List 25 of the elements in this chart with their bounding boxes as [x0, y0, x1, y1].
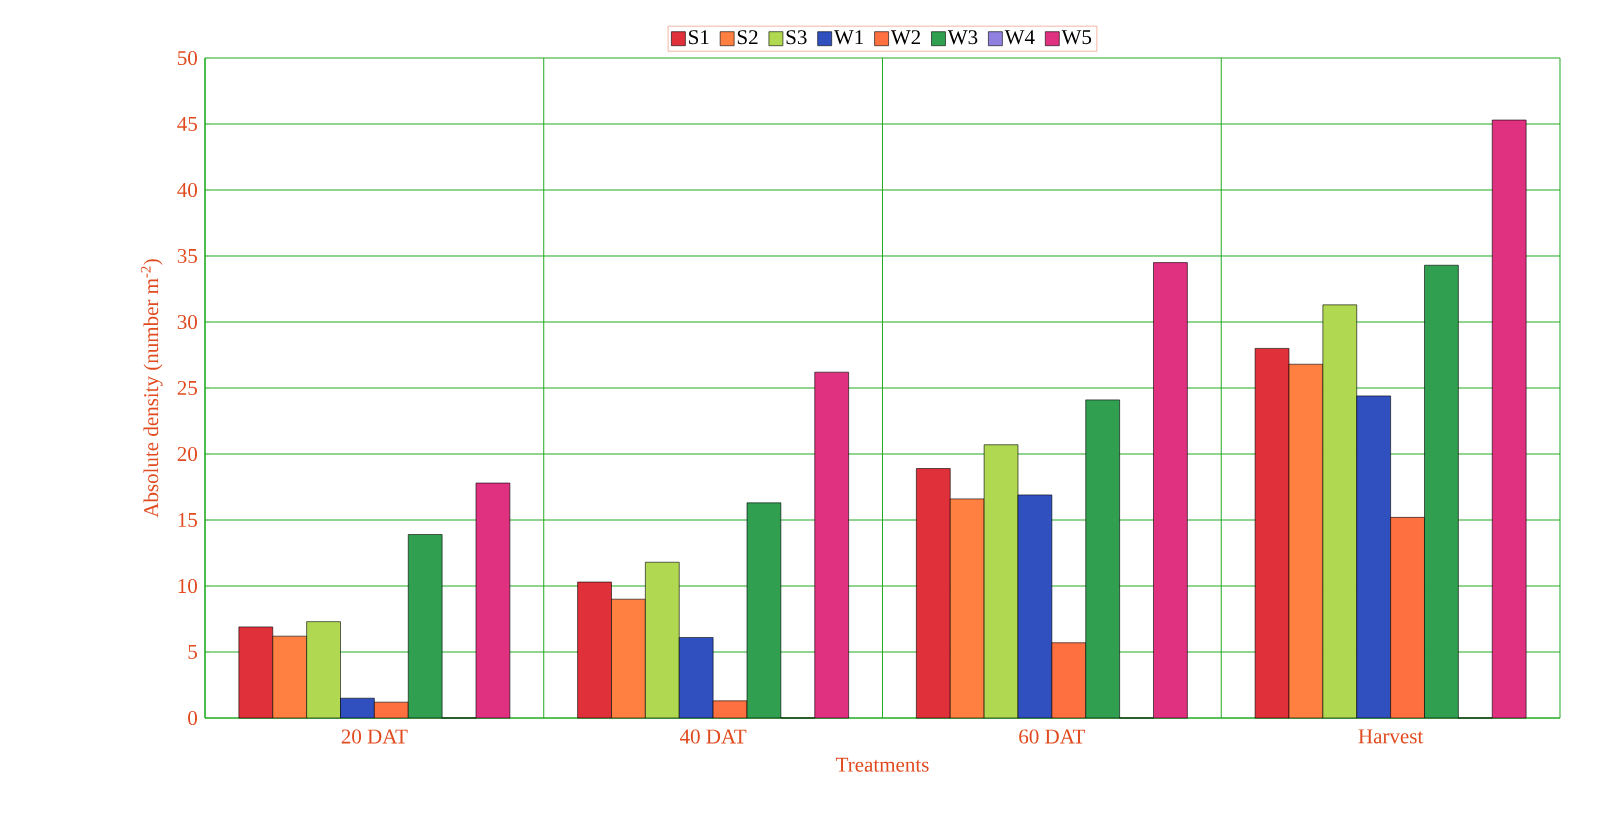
y-tick-label: 5: [188, 645, 197, 659]
legend-label: S3: [786, 30, 807, 45]
legend-label: W3: [947, 30, 978, 45]
y-tick-label: 0: [188, 710, 198, 726]
y-tick-label: 40: [177, 182, 198, 198]
x-axis-title: Treatments: [836, 757, 929, 772]
y-tick-label: 25: [177, 380, 197, 396]
y-tick-label: 15: [178, 512, 197, 528]
x-tick-label: Harvest: [1358, 729, 1424, 744]
legend-label: S2: [737, 30, 758, 45]
legend-label: W1: [833, 30, 864, 45]
legend-label: W5: [1061, 30, 1092, 45]
legend-label: W2: [890, 30, 921, 45]
x-tick-label: 60 DAT: [1019, 729, 1086, 744]
y-tick-label: 20: [177, 446, 198, 462]
y-tick-label: 50: [178, 50, 198, 66]
y-axis-title: Absolute density (number m$^{-2}$): [140, 259, 163, 518]
y-tick-label: 35: [177, 248, 197, 264]
y-tick-label: 10: [178, 578, 198, 594]
y-tick-label: 45: [177, 116, 197, 132]
x-tick-label: 40 DAT: [679, 729, 747, 744]
y-tick-label: 30: [177, 314, 198, 330]
legend-label: W4: [1004, 30, 1035, 45]
legend-label: S1: [689, 30, 709, 45]
x-tick-label: 20 DAT: [341, 729, 408, 744]
